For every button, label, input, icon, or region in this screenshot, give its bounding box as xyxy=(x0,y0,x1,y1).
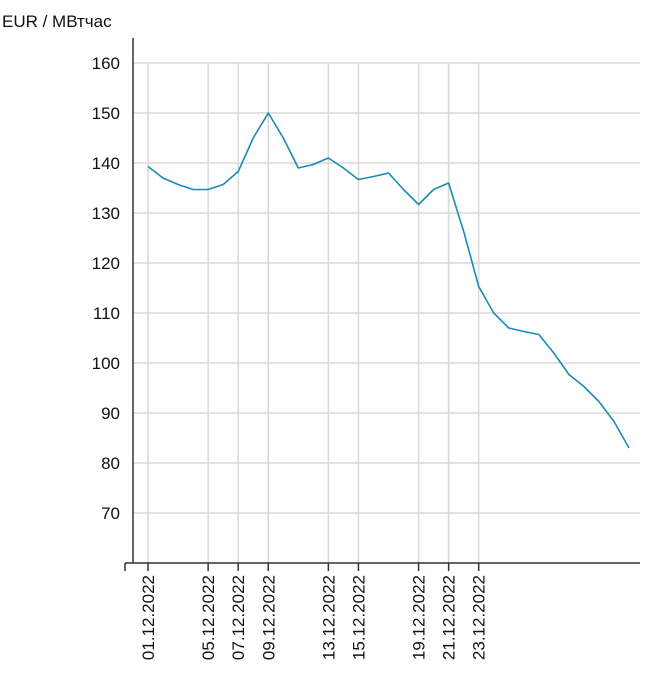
y-axis-ticks: 70 80 90 100 110 120 130 140 150 160 xyxy=(92,54,120,523)
y-tick-label: 110 xyxy=(93,304,120,323)
x-tick-label: 23.12.2022 xyxy=(470,575,489,660)
data-point xyxy=(297,167,300,170)
data-point xyxy=(387,172,390,175)
x-tick-label: 15.12.2022 xyxy=(349,575,368,660)
x-tick-label: 13.12.2022 xyxy=(319,575,338,660)
y-tick-label: 140 xyxy=(92,154,120,173)
data-point xyxy=(372,175,375,178)
data-point xyxy=(177,183,180,186)
data-point xyxy=(447,182,450,185)
x-tick-label: 19.12.2022 xyxy=(410,575,429,660)
data-point xyxy=(612,420,615,423)
data-point xyxy=(327,157,330,160)
data-point xyxy=(252,137,255,140)
data-point xyxy=(192,188,195,191)
data-point xyxy=(537,333,540,336)
data-point xyxy=(222,183,225,186)
data-point xyxy=(432,188,435,191)
x-tick-label: 07.12.2022 xyxy=(229,575,248,660)
x-tick-label: 01.12.2022 xyxy=(139,575,158,660)
data-point xyxy=(312,163,315,166)
y-tick-label: 70 xyxy=(101,504,120,523)
x-tick-label: 05.12.2022 xyxy=(199,575,218,660)
y-axis-unit-label: EUR / МВтчас xyxy=(2,12,112,31)
data-point xyxy=(582,385,585,388)
y-tick-label: 80 xyxy=(101,454,120,473)
x-tick-label: 21.12.2022 xyxy=(440,575,459,660)
data-point xyxy=(267,112,270,115)
data-point xyxy=(522,330,525,333)
data-point xyxy=(628,447,631,450)
grid-lines xyxy=(133,62,640,563)
data-point xyxy=(207,188,210,191)
data-point xyxy=(552,352,555,355)
y-tick-label: 160 xyxy=(92,54,120,73)
y-tick-label: 100 xyxy=(92,354,120,373)
data-point xyxy=(492,312,495,315)
y-tick-label: 150 xyxy=(92,104,120,123)
x-tick-label: 09.12.2022 xyxy=(259,575,278,660)
chart-axes xyxy=(125,38,640,564)
data-point xyxy=(282,137,285,140)
x-axis-ticks: 01.12.2022 05.12.2022 07.12.2022 09.12.2022… xyxy=(124,563,489,660)
data-point xyxy=(147,165,150,168)
data-point xyxy=(417,203,420,206)
data-point xyxy=(162,177,165,180)
data-point xyxy=(462,230,465,233)
data-point xyxy=(357,178,360,181)
y-tick-label: 130 xyxy=(92,204,120,223)
data-point xyxy=(237,170,240,173)
price-series xyxy=(147,112,631,450)
y-tick-label: 90 xyxy=(101,404,120,423)
series-line xyxy=(147,112,630,449)
data-point xyxy=(342,167,345,170)
data-point xyxy=(597,400,600,403)
data-point xyxy=(477,285,480,288)
data-point xyxy=(402,188,405,191)
data-point xyxy=(567,373,570,376)
data-point xyxy=(507,327,510,330)
y-tick-label: 120 xyxy=(92,254,120,273)
